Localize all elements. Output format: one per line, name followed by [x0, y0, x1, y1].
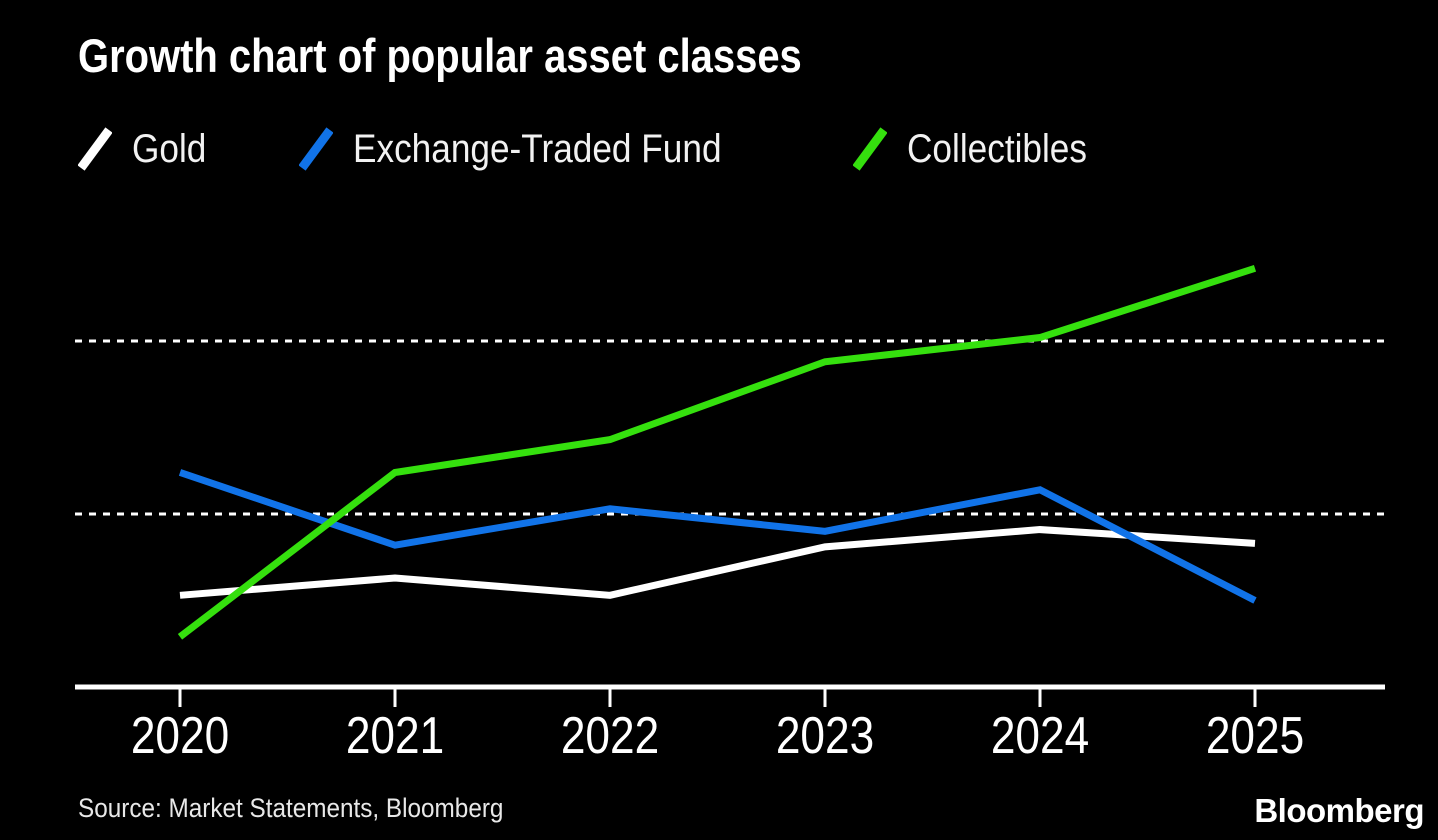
chart-legend: Gold Exchange-Traded Fund Collectibles: [78, 126, 1112, 172]
legend-item-collectibles: Collectibles: [853, 126, 1112, 172]
source-note: Source: Market Statements, Bloomberg: [78, 793, 504, 823]
series-line-collectibles: [177, 265, 1257, 640]
x-tick-label: 2025: [1205, 707, 1305, 765]
bloomberg-logo: Bloomberg: [1254, 792, 1424, 829]
legend-item-etf: Exchange-Traded Fund: [298, 126, 772, 172]
legend-label-collectibles: Collectibles: [907, 126, 1088, 171]
x-tick-label: 2023: [775, 707, 875, 765]
legend-slash-icon: [853, 127, 888, 171]
series-line-gold: [179, 526, 1256, 599]
legend-slash-icon: [78, 127, 112, 171]
chart-title: Growth chart of popular asset classes: [78, 29, 802, 82]
legend-item-gold: Gold: [78, 126, 217, 172]
x-tick-label: 2021: [345, 707, 445, 765]
x-tick-label: 2020: [130, 707, 230, 765]
legend-label-gold: Gold: [132, 126, 207, 171]
legend-label-etf: Exchange-Traded Fund: [352, 126, 722, 171]
series-line-exchange-traded-fund: [178, 469, 1257, 604]
x-tick-label: 2022: [560, 707, 660, 765]
x-tick-label: 2024: [990, 707, 1090, 765]
legend-slash-icon: [298, 127, 333, 171]
